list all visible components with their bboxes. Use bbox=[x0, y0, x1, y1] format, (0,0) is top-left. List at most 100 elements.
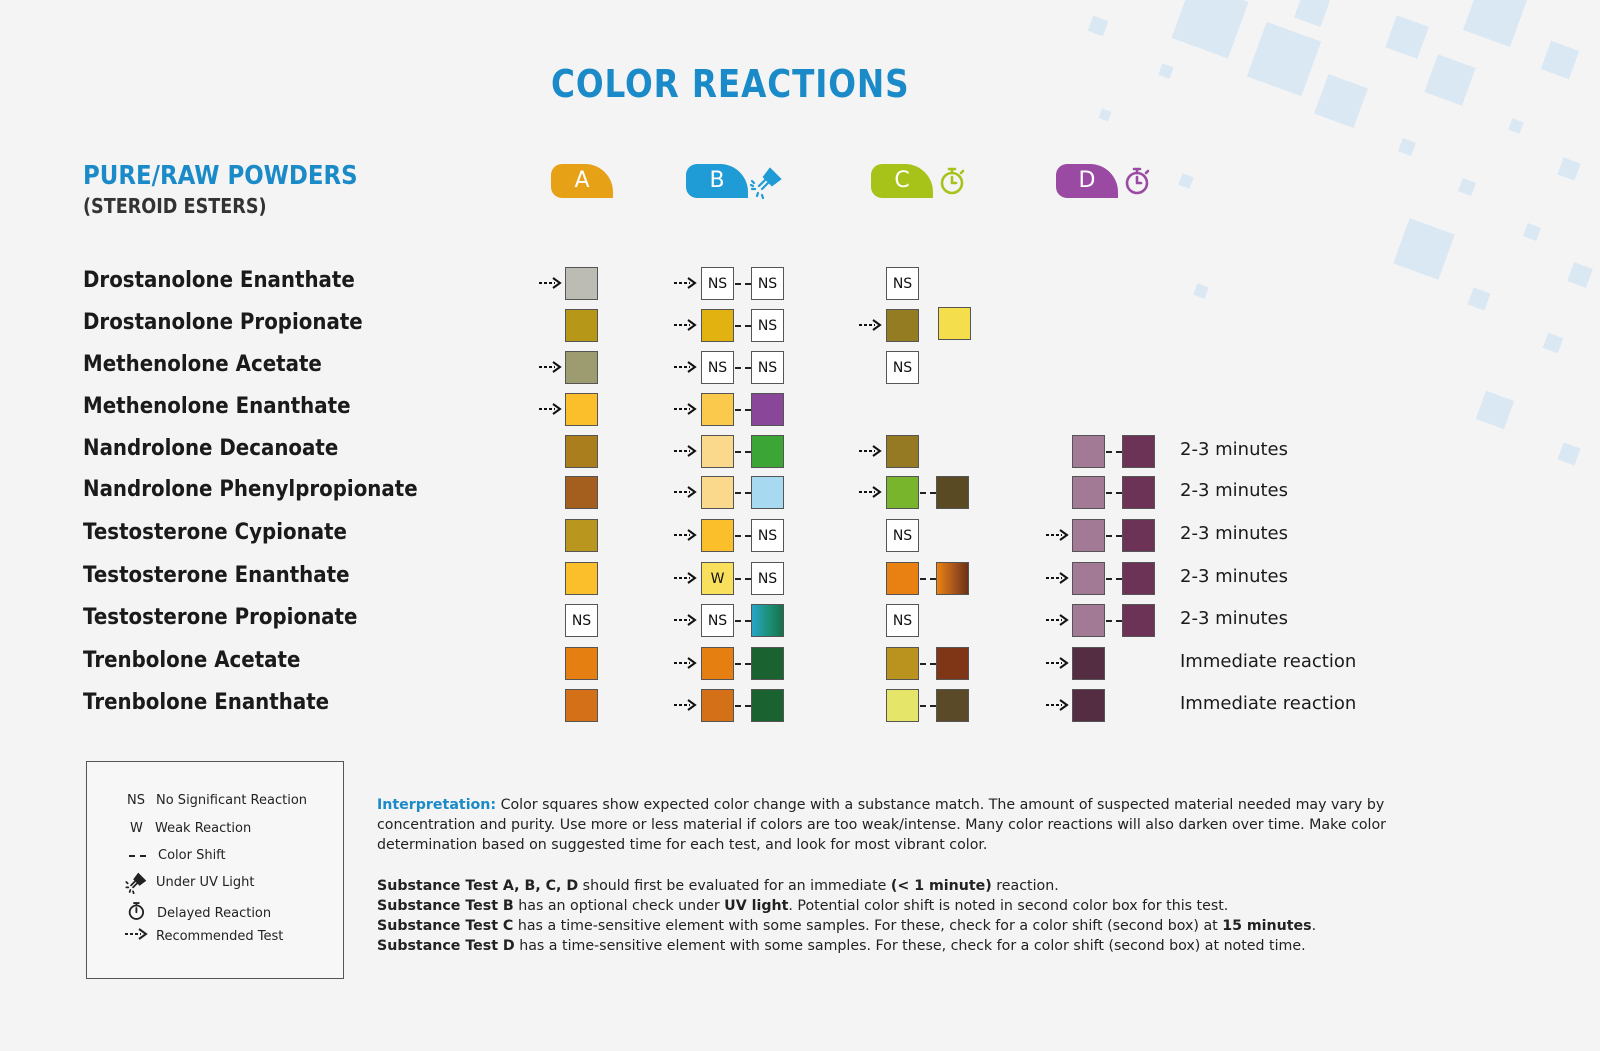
note-line: Substance Test B has an optional check u… bbox=[377, 898, 1229, 914]
legend-ns-symbol: NS bbox=[127, 793, 145, 808]
color-shift-dash bbox=[735, 325, 751, 327]
color-swatch bbox=[751, 393, 784, 426]
timing-note: 2-3 minutes bbox=[1180, 608, 1288, 629]
legend-recommended-label: Recommended Test bbox=[156, 929, 284, 944]
result-label-box: NS bbox=[886, 604, 919, 637]
interpretation-label: Interpretation: bbox=[377, 797, 497, 813]
recommended-arrow-icon bbox=[539, 277, 562, 289]
color-swatch bbox=[936, 689, 969, 722]
color-swatch bbox=[886, 647, 919, 680]
uv-flashlight-icon bbox=[125, 872, 147, 894]
color-swatch bbox=[565, 562, 598, 595]
recommended-arrow-icon bbox=[1046, 529, 1069, 541]
color-swatch bbox=[1122, 519, 1155, 552]
recommended-arrow-icon bbox=[674, 657, 697, 669]
substance-name: Testosterone Propionate bbox=[83, 605, 358, 630]
result-label-box: NS bbox=[565, 604, 598, 637]
column-c-tab: C bbox=[871, 164, 933, 198]
color-swatch bbox=[751, 647, 784, 680]
color-shift-dash bbox=[1106, 451, 1122, 453]
color-swatch bbox=[701, 647, 734, 680]
color-shift-dash bbox=[1106, 492, 1122, 494]
color-swatch bbox=[1072, 647, 1105, 680]
column-a-tab: A bbox=[551, 164, 613, 198]
result-label-box: NS bbox=[751, 562, 784, 595]
substance-name: Trenbolone Enanthate bbox=[83, 690, 330, 715]
column-d-tab: D bbox=[1056, 164, 1118, 198]
column-b-tab: B bbox=[686, 164, 748, 198]
result-label-box: NS bbox=[701, 267, 734, 300]
color-shift-dash bbox=[735, 283, 751, 285]
color-shift-dash bbox=[735, 578, 751, 580]
legend-w-label: Weak Reaction bbox=[155, 821, 252, 836]
page-title: COLOR REACTIONS bbox=[551, 62, 910, 106]
color-swatch bbox=[1072, 476, 1105, 509]
result-label-box: NS bbox=[701, 604, 734, 637]
timing-note: 2-3 minutes bbox=[1180, 480, 1288, 501]
recommended-arrow-icon bbox=[1046, 614, 1069, 626]
result-label-box: NS bbox=[751, 309, 784, 342]
stopwatch-icon bbox=[940, 167, 965, 195]
color-shift-dash bbox=[735, 367, 751, 369]
color-swatch bbox=[1072, 604, 1105, 637]
legend-delayed-label: Delayed Reaction bbox=[157, 906, 272, 921]
color-swatch bbox=[1072, 689, 1105, 722]
color-shift-dash bbox=[735, 705, 751, 707]
color-swatch bbox=[565, 689, 598, 722]
legend-shift-label: Color Shift bbox=[158, 848, 226, 863]
color-swatch bbox=[701, 435, 734, 468]
timing-note: 2-3 minutes bbox=[1180, 566, 1288, 587]
recommended-arrow-icon bbox=[539, 403, 562, 415]
substance-name: Methenolone Acetate bbox=[83, 352, 322, 377]
recommended-arrow-icon bbox=[859, 319, 882, 331]
color-shift-dash bbox=[920, 705, 936, 707]
stopwatch-icon bbox=[1125, 167, 1150, 195]
substance-name: Trenbolone Acetate bbox=[83, 648, 301, 673]
interpretation: Interpretation: Color squares show expec… bbox=[377, 795, 1447, 855]
recommended-arrow-icon bbox=[674, 361, 697, 373]
test-notes: Substance Test A, B, C, D should first b… bbox=[377, 876, 1316, 956]
color-swatch bbox=[751, 435, 784, 468]
substance-name: Nandrolone Decanoate bbox=[83, 436, 339, 461]
recommended-arrow-icon bbox=[674, 319, 697, 331]
color-shift-dash bbox=[735, 492, 751, 494]
recommended-arrow-icon bbox=[674, 486, 697, 498]
legend-uv-label: Under UV Light bbox=[156, 875, 255, 890]
stopwatch-icon bbox=[128, 902, 145, 920]
recommended-arrow-icon bbox=[1046, 572, 1069, 584]
color-swatch bbox=[751, 476, 784, 509]
substance-name: Methenolone Enanthate bbox=[83, 394, 351, 419]
result-label-box: NS bbox=[751, 267, 784, 300]
recommended-arrow-icon bbox=[539, 361, 562, 373]
color-shift-dash bbox=[735, 663, 751, 665]
color-shift-dash bbox=[735, 451, 751, 453]
color-shift-dash bbox=[1106, 620, 1122, 622]
color-shift-dash bbox=[920, 578, 936, 580]
color-swatch bbox=[701, 309, 734, 342]
color-swatch bbox=[701, 519, 734, 552]
color-shift-dash bbox=[920, 492, 936, 494]
recommended-arrow-icon bbox=[125, 928, 148, 940]
substance-name: Drostanolone Propionate bbox=[83, 310, 363, 335]
result-label-box: NS bbox=[751, 351, 784, 384]
note-line: Substance Test D has a time-sensitive el… bbox=[377, 938, 1306, 954]
note-line: Substance Test C has a time-sensitive el… bbox=[377, 918, 1317, 934]
color-shift-dash bbox=[920, 663, 936, 665]
color-swatch bbox=[751, 689, 784, 722]
color-shift-dash bbox=[735, 620, 751, 622]
color-swatch bbox=[565, 267, 598, 300]
color-swatch bbox=[565, 647, 598, 680]
recommended-arrow-icon bbox=[674, 403, 697, 415]
color-shift-dash bbox=[1106, 535, 1122, 537]
color-swatch bbox=[565, 476, 598, 509]
legend-ns-label: No Significant Reaction bbox=[156, 793, 308, 808]
color-shift-symbol bbox=[129, 855, 146, 857]
recommended-arrow-icon bbox=[674, 529, 697, 541]
color-shift-dash bbox=[1106, 578, 1122, 580]
recommended-arrow-icon bbox=[674, 445, 697, 457]
color-swatch bbox=[886, 689, 919, 722]
color-swatch bbox=[1072, 435, 1105, 468]
color-swatch bbox=[1122, 435, 1155, 468]
recommended-arrow-icon bbox=[674, 699, 697, 711]
